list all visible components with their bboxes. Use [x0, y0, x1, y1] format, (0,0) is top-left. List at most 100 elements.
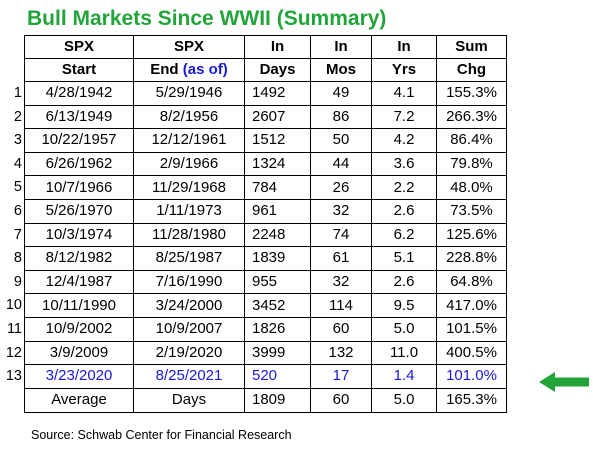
mos-cell: 86: [310, 104, 372, 130]
chg-cell: 86.4%: [436, 128, 507, 153]
days-cell: 784: [244, 175, 311, 200]
start-cell: 10/9/2002: [24, 316, 134, 342]
chg-cell: 155.3%: [436, 81, 507, 106]
yrs-cell: 3.6: [371, 151, 437, 177]
yrs-cell: 5.1: [371, 246, 437, 271]
table-row: 6/13/1949 8/2/1956 2607 86 7.2 266.3%: [24, 104, 507, 130]
start-cell: 6/26/1962: [24, 151, 134, 177]
start-cell: 6/13/1949: [24, 104, 134, 130]
yrs-cell: 5.0: [371, 316, 437, 342]
end-cell: 1/11/1973: [133, 198, 245, 224]
mos-cell: 49: [310, 81, 372, 106]
col-header-end: End (as of): [133, 58, 245, 82]
col-header-start: Start: [24, 58, 134, 82]
page-title: Bull Markets Since WWII (Summary): [27, 7, 387, 30]
row-number: 12: [5, 344, 22, 361]
table-row: 8/12/1982 8/25/1987 1839 61 5.1 228.8%: [24, 246, 507, 271]
average-mos: 60: [310, 387, 372, 413]
col-header-days: Days: [244, 58, 311, 82]
bull-markets-table: SPX SPX In In In Sum Start End (as of) D…: [24, 35, 507, 413]
start-cell: 10/22/1957: [24, 128, 134, 153]
chg-cell: 125.6%: [436, 222, 507, 248]
start-cell: 4/28/1942: [24, 81, 134, 106]
days-cell: 1492: [244, 81, 311, 106]
days-cell: 520: [244, 364, 311, 389]
chg-cell: 64.8%: [436, 269, 507, 295]
yrs-cell: 4.2: [371, 128, 437, 153]
chg-cell: 400.5%: [436, 340, 507, 366]
mos-cell: 26: [310, 175, 372, 200]
mos-cell: 32: [310, 198, 372, 224]
end-cell: 8/2/1956: [133, 104, 245, 130]
end-cell: 11/28/1980: [133, 222, 245, 248]
yrs-cell: 11.0: [371, 340, 437, 366]
table-row: 10/9/2002 10/9/2007 1826 60 5.0 101.5%: [24, 316, 507, 342]
end-cell: 10/9/2007: [133, 316, 245, 342]
row-number: 3: [13, 132, 22, 149]
start-cell: 3/9/2009: [24, 340, 134, 366]
end-cell: 8/25/1987: [133, 246, 245, 271]
days-cell: 3999: [244, 340, 311, 366]
yrs-cell: 4.1: [371, 81, 437, 106]
row-number: 8: [13, 250, 22, 267]
yrs-cell: 9.5: [371, 293, 437, 318]
days-cell: 2607: [244, 104, 311, 130]
days-cell: 1512: [244, 128, 311, 153]
average-chg: 165.3%: [436, 387, 507, 413]
end-cell: 11/29/1968: [133, 175, 245, 200]
mos-cell: 17: [310, 364, 372, 389]
average-label: Average: [24, 387, 134, 413]
left-arrow-icon: [539, 372, 589, 392]
start-cell: 12/4/1987: [24, 269, 134, 295]
chg-cell: 79.8%: [436, 151, 507, 177]
row-number-column: 1 2 3 4 5 6 7 8 9 10 11 12 13: [3, 82, 23, 389]
row-number: 5: [13, 179, 22, 196]
days-cell: 961: [244, 198, 311, 224]
col-header-sum: Sum: [436, 35, 507, 59]
table-row: 10/22/1957 12/12/1961 1512 50 4.2 86.4%: [24, 128, 507, 153]
end-cell: 12/12/1961: [133, 128, 245, 153]
days-cell: 3452: [244, 293, 311, 318]
row-number: 9: [13, 273, 22, 290]
table-row: 10/11/1990 3/24/2000 3452 114 9.5 417.0%: [24, 293, 507, 318]
mos-cell: 32: [310, 269, 372, 295]
table-row-current: 3/23/2020 8/25/2021 520 17 1.4 101.0%: [24, 364, 507, 389]
row-number: 4: [13, 155, 22, 172]
col-header-yrs: Yrs: [371, 58, 437, 82]
row-number: 11: [6, 320, 22, 337]
table-row: 12/4/1987 7/16/1990 955 32 2.6 64.8%: [24, 269, 507, 295]
row-number: 6: [13, 202, 22, 219]
col-header-spx-end: SPX: [133, 35, 245, 59]
yrs-cell: 7.2: [371, 104, 437, 130]
average-unit: Days: [133, 387, 245, 413]
table-row: 5/26/1970 1/11/1973 961 32 2.6 73.5%: [24, 198, 507, 224]
yrs-cell: 2.6: [371, 269, 437, 295]
chg-cell: 101.5%: [436, 316, 507, 342]
row-number: 1: [13, 85, 22, 101]
col-header-spx-start: SPX: [24, 35, 134, 59]
mos-cell: 50: [310, 128, 372, 153]
yrs-cell: 2.2: [371, 175, 437, 200]
table-row: 3/9/2009 2/19/2020 3999 132 11.0 400.5%: [24, 340, 507, 366]
chg-cell: 73.5%: [436, 198, 507, 224]
start-cell: 10/11/1990: [24, 293, 134, 318]
end-cell: 7/16/1990: [133, 269, 245, 295]
chg-cell: 48.0%: [436, 175, 507, 200]
average-days: 1809: [244, 387, 311, 413]
table-row: 10/7/1966 11/29/1968 784 26 2.2 48.0%: [24, 175, 507, 200]
end-cell: 2/19/2020: [133, 340, 245, 366]
header-row-top: SPX SPX In In In Sum: [24, 35, 507, 59]
as-of-label: (as of): [182, 61, 228, 78]
days-cell: 1839: [244, 246, 311, 271]
average-yrs: 5.0: [371, 387, 437, 413]
days-cell: 2248: [244, 222, 311, 248]
start-cell: 10/3/1974: [24, 222, 134, 248]
col-header-in-days: In: [244, 35, 311, 59]
end-cell: 3/24/2000: [133, 293, 245, 318]
mos-cell: 114: [310, 293, 372, 318]
header-row-bottom: Start End (as of) Days Mos Yrs Chg: [24, 58, 507, 82]
col-header-chg: Chg: [436, 58, 507, 82]
col-header-in-yrs: In: [371, 35, 437, 59]
mos-cell: 74: [310, 222, 372, 248]
mos-cell: 60: [310, 316, 372, 342]
